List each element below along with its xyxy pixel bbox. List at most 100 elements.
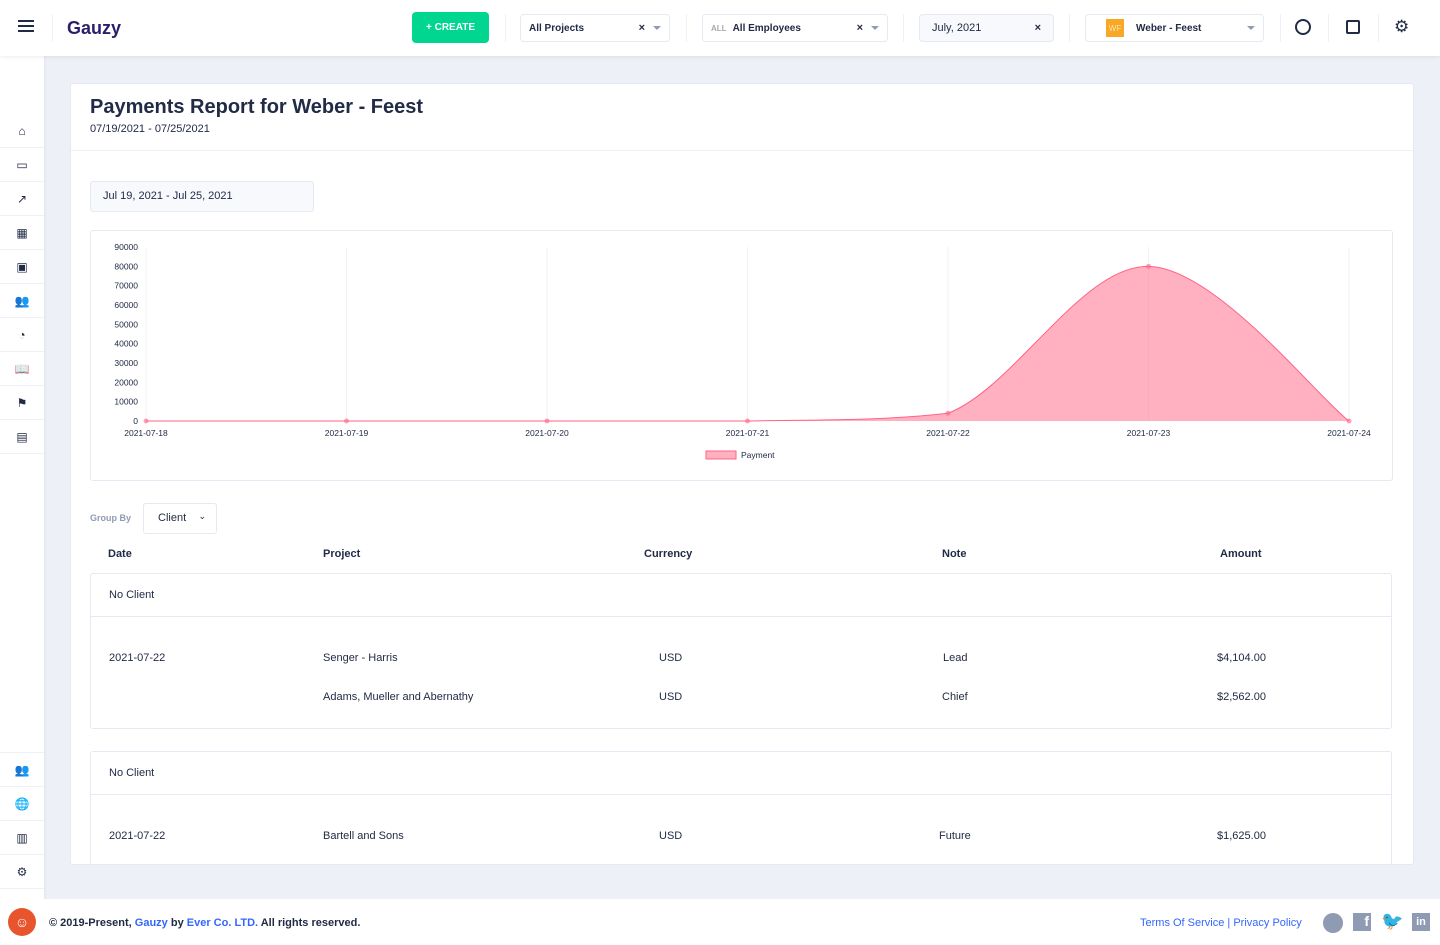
y-tick-label: 30000 [114,358,138,368]
copyright: © 2019-Present, Gauzy by Ever Co. LTD. A… [49,917,360,929]
y-tick-label: 70000 [114,281,138,291]
settings-icon[interactable]: ⚙ [0,855,44,889]
data-point [945,410,951,416]
project-cell: Adams, Mueller and Abernathy [323,691,474,703]
clear-icon[interactable]: × [638,22,645,34]
chat-widget-icon[interactable]: ☺ [8,908,36,936]
y-tick-label: 20000 [114,377,138,387]
organization-logo: WF [1106,19,1124,37]
amount-cell: $1,625.00 [1217,830,1266,842]
ever-link[interactable]: Ever Co. LTD. [186,917,259,929]
legend-label: Payment [741,450,775,460]
card-icon[interactable]: ▭ [0,148,44,182]
page-title: Payments Report for Weber - Feest [90,96,424,118]
projects-value: All Projects [529,22,585,34]
payments-chart: 90000 80000 70000 60000 50000 40000 30000 20000… [114,242,1371,460]
y-tick-label: 0 [133,416,138,426]
currency-cell: USD [659,830,683,842]
date-cell: 2021-07-22 [109,830,166,842]
currency-cell: USD [659,691,683,703]
note-cell: Lead [943,652,968,664]
facebook-icon[interactable]: f [1353,913,1371,931]
people-icon[interactable]: 👥 [0,753,44,787]
y-tick-label: 10000 [114,397,138,407]
data-point [544,418,550,424]
footer: ☺ © 2019-Present, Gauzy by Ever Co. LTD.… [0,899,1440,945]
clear-icon[interactable]: × [1034,22,1041,34]
projects-select[interactable]: All Projects × [520,14,670,42]
data-point [1146,263,1151,269]
trending-up-icon[interactable]: ↗ [0,182,44,216]
amount-cell: $2,562.00 [1217,691,1266,703]
group-name: No Client [109,589,155,601]
project-cell: Bartell and Sons [323,830,404,842]
data-point [1346,418,1352,424]
report-card: Payments Report for Weber - Feest 07/19/… [70,83,1414,865]
pie-chart-icon[interactable]: ◔ [0,318,44,352]
x-tick-label: 2021-07-24 [1327,428,1371,438]
y-tick-label: 50000 [114,319,138,329]
currency-cell: USD [659,652,683,664]
terms-link[interactable]: Terms Of Service [1140,917,1225,929]
date-range-text: 07/19/2021 - 07/25/2021 [90,123,210,135]
x-tick-label: 2021-07-18 [124,428,168,438]
legend-swatch [705,450,737,460]
copyright-text: © 2019-Present, [49,917,132,929]
date-cell: 2021-07-22 [109,652,166,664]
flag-icon[interactable]: ⚑ [0,386,44,420]
organization-select[interactable]: WF Weber - Feest [1085,14,1264,42]
chevron-down-icon: ⌄ [198,511,206,521]
gauzy-link[interactable]: Gauzy [134,917,168,929]
x-tick-label: 2021-07-21 [726,428,770,438]
by-text: by [170,917,184,929]
chevron-down-icon [871,26,879,30]
note-cell: Chief [942,691,968,703]
note-cell: Future [939,830,971,842]
organization-value: Weber - Feest [1136,22,1202,34]
linkedin-icon[interactable]: in [1412,913,1430,931]
settings-icon[interactable]: ⚙ [1394,17,1410,36]
y-tick-label: 80000 [114,261,138,271]
chat-icon[interactable] [1295,19,1311,35]
briefcase-icon[interactable]: ▣ [0,250,44,284]
all-badge: ALL [711,23,727,33]
column-header-project: Project [323,548,361,560]
y-tick-label: 40000 [114,339,138,349]
privacy-link[interactable]: Privacy Policy [1233,917,1302,929]
footer-links: Terms Of Service | Privacy Policy [1140,917,1302,929]
group-name: No Client [109,767,155,779]
home-icon[interactable]: ⌂ [0,114,44,148]
header: Gauzy + CREATE All Projects × ALL All Empl… [0,0,1440,56]
date-select[interactable]: July, 2021 × [919,14,1054,42]
file-icon[interactable]: ▤ [0,420,44,454]
logo[interactable]: Gauzy [67,18,122,38]
date-value: July, 2021 [932,22,982,34]
create-button[interactable]: + CREATE [412,12,489,43]
twitter-icon[interactable]: 🐦 [1381,911,1404,931]
book-icon[interactable]: 📖 [0,352,44,386]
globe-icon[interactable]: 🌐 [0,787,44,821]
group-by-select[interactable]: Client ⌄ [143,503,217,534]
clear-icon[interactable]: × [856,22,863,34]
data-point [344,418,349,424]
rights-text: All rights reserved. [260,917,361,929]
date-range-picker[interactable]: Jul 19, 2021 - Jul 25, 2021 [90,181,314,212]
x-tick-label: 2021-07-20 [525,428,569,438]
building-icon[interactable]: ▥ [0,821,44,855]
people-icon[interactable]: 👥 [0,284,44,318]
group-by-label: Group By [90,513,132,523]
github-icon[interactable] [1323,913,1343,933]
amount-cell: $4,104.00 [1217,652,1266,664]
y-tick-label: 90000 [114,242,138,252]
chevron-down-icon [1247,26,1255,30]
group-by-value: Client [158,512,187,524]
y-tick-label: 60000 [114,300,138,310]
data-point [745,418,750,424]
employees-select[interactable]: ALL All Employees × [702,14,888,42]
column-header-currency: Currency [644,548,693,560]
project-cell: Senger - Harris [323,652,398,664]
calendar-icon[interactable]: ▦ [0,216,44,250]
gift-icon[interactable] [1346,20,1360,34]
client-group: No Client 2021-07-22 Bartell and Sons US… [90,751,1392,864]
menu-icon[interactable] [18,20,34,32]
